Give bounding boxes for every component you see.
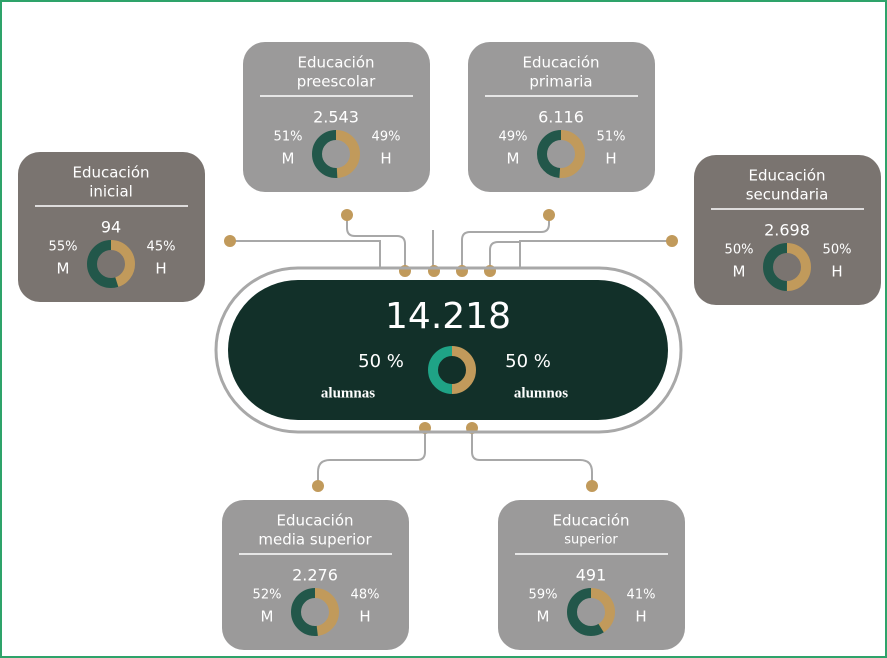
card-title: secundaria xyxy=(746,186,829,204)
men-pct: 50 % xyxy=(505,351,551,372)
label-m: M xyxy=(507,150,520,168)
card-title: superior xyxy=(564,533,618,548)
center-total: 14.218 xyxy=(385,296,511,337)
label-m: M xyxy=(57,260,70,278)
donut-arc xyxy=(291,588,339,636)
card-title: Educación xyxy=(297,54,374,72)
pct-m: 49% xyxy=(499,130,528,145)
women-label: alumnas xyxy=(321,385,375,401)
pct-h: 51% xyxy=(597,130,626,145)
card-title: Educación xyxy=(552,512,629,530)
donut-arc xyxy=(763,243,811,291)
card-bg xyxy=(498,500,685,650)
card-title: inicial xyxy=(89,183,133,201)
pct-h: 48% xyxy=(351,588,380,603)
level-card: Educación superior 491 59% M 41% H xyxy=(498,500,685,650)
pct-m: 52% xyxy=(253,588,282,603)
card-title: Educación xyxy=(72,164,149,182)
pct-h: 41% xyxy=(627,588,656,603)
donut-arc xyxy=(428,346,476,394)
donut-arc xyxy=(312,130,360,178)
label-m: M xyxy=(261,608,274,626)
label-h: H xyxy=(635,608,646,626)
card-total: 6.116 xyxy=(538,108,584,127)
card-bg xyxy=(18,152,205,302)
pct-m: 50% xyxy=(725,243,754,258)
card-bg xyxy=(243,42,430,192)
card-title: primaria xyxy=(529,73,592,91)
label-h: H xyxy=(605,150,616,168)
pct-h: 50% xyxy=(823,243,852,258)
label-m: M xyxy=(733,263,746,281)
label-h: H xyxy=(380,150,391,168)
women-pct: 50 % xyxy=(358,351,404,372)
label-m: M xyxy=(282,150,295,168)
card-bg xyxy=(222,500,409,650)
card-title: Educación xyxy=(276,512,353,530)
card-bg xyxy=(468,42,655,192)
card-title: preescolar xyxy=(297,73,376,91)
card-title: media superior xyxy=(258,531,372,549)
pct-m: 51% xyxy=(274,130,303,145)
pct-h: 45% xyxy=(147,240,176,255)
donut-arc xyxy=(87,240,135,288)
pct-m: 59% xyxy=(529,588,558,603)
card-total: 491 xyxy=(576,566,607,585)
pill-outline xyxy=(214,266,683,434)
card-total: 2.698 xyxy=(764,221,810,240)
card-total: 2.543 xyxy=(313,108,359,127)
men-label: alumnos xyxy=(514,385,568,401)
donut-arc xyxy=(537,130,585,178)
card-bg xyxy=(694,155,881,305)
label-h: H xyxy=(831,263,842,281)
label-h: H xyxy=(155,260,166,278)
card-title: Educación xyxy=(748,167,825,185)
label-m: M xyxy=(537,608,550,626)
pct-m: 55% xyxy=(49,240,78,255)
card-total: 2.276 xyxy=(292,566,338,585)
label-h: H xyxy=(359,608,370,626)
donut-arc xyxy=(567,588,615,636)
card-total: 94 xyxy=(101,218,121,237)
pct-h: 49% xyxy=(372,130,401,145)
card-title: Educación xyxy=(522,54,599,72)
